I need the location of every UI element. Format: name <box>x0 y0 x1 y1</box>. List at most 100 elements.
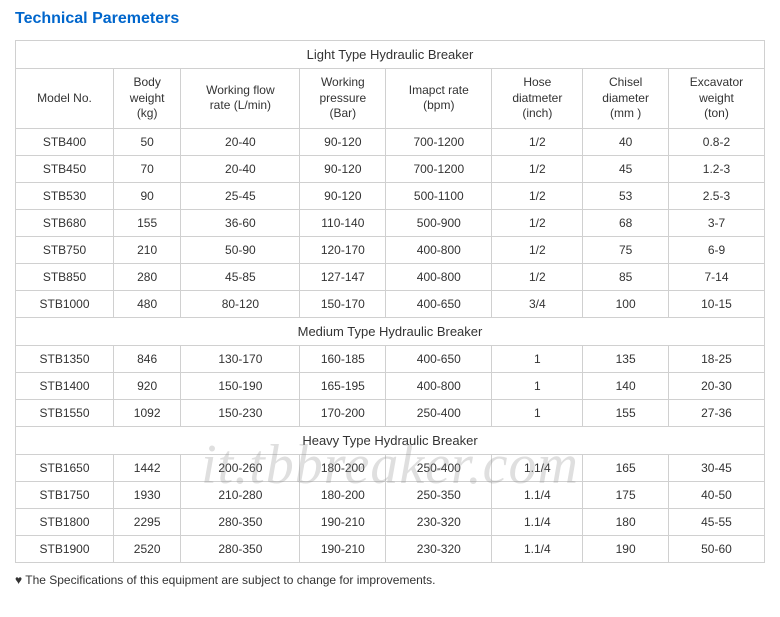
table-cell: 155 <box>583 399 669 426</box>
table-row: STB16501442200-260180-200250-4001.1/4165… <box>16 454 765 481</box>
table-cell: 180-200 <box>300 481 386 508</box>
table-cell: 1092 <box>114 399 181 426</box>
table-cell: 700-1200 <box>386 128 492 155</box>
table-cell: 40 <box>583 128 669 155</box>
table-cell: 70 <box>114 155 181 182</box>
table-cell: 30-45 <box>668 454 764 481</box>
table-cell: 400-650 <box>386 290 492 317</box>
table-cell: 190 <box>583 535 669 562</box>
section-header-row: Medium Type Hydraulic Breaker <box>16 317 765 345</box>
column-header: Chiseldiameter(mm ) <box>583 69 669 129</box>
table-cell: 90-120 <box>300 155 386 182</box>
table-cell: STB530 <box>16 182 114 209</box>
table-cell: 2.5-3 <box>668 182 764 209</box>
table-cell: 68 <box>583 209 669 236</box>
table-cell: 75 <box>583 236 669 263</box>
column-header: Excavatorweight(ton) <box>668 69 764 129</box>
page-title: Technical Paremeters <box>15 10 765 28</box>
table-cell: STB400 <box>16 128 114 155</box>
column-header: Imapct rate(bpm) <box>386 69 492 129</box>
table-cell: 1/2 <box>492 155 583 182</box>
table-cell: STB680 <box>16 209 114 236</box>
column-header: Hosediatmeter(inch) <box>492 69 583 129</box>
table-row: STB4005020-4090-120700-12001/2400.8-2 <box>16 128 765 155</box>
table-cell: 846 <box>114 345 181 372</box>
table-cell: 45 <box>583 155 669 182</box>
table-cell: 1.2-3 <box>668 155 764 182</box>
table-row: STB15501092150-230170-200250-400115527-3… <box>16 399 765 426</box>
table-cell: 50-90 <box>181 236 300 263</box>
table-cell: 10-15 <box>668 290 764 317</box>
table-row: STB1350846130-170160-185400-650113518-25 <box>16 345 765 372</box>
table-cell: 165 <box>583 454 669 481</box>
table-cell: 190-210 <box>300 508 386 535</box>
table-cell: 6-9 <box>668 236 764 263</box>
table-cell: 400-800 <box>386 236 492 263</box>
table-cell: 250-350 <box>386 481 492 508</box>
table-cell: 85 <box>583 263 669 290</box>
table-cell: 1.1/4 <box>492 535 583 562</box>
table-cell: 1/2 <box>492 263 583 290</box>
table-cell: 250-400 <box>386 399 492 426</box>
table-cell: 20-40 <box>181 155 300 182</box>
table-cell: 920 <box>114 372 181 399</box>
table-row: STB19002520280-350190-210230-3201.1/4190… <box>16 535 765 562</box>
column-header-row: Model No.Bodyweight(kg)Working flowrate … <box>16 69 765 129</box>
table-cell: STB450 <box>16 155 114 182</box>
table-cell: 3-7 <box>668 209 764 236</box>
table-cell: 50-60 <box>668 535 764 562</box>
table-cell: 80-120 <box>181 290 300 317</box>
table-cell: 1/2 <box>492 128 583 155</box>
table-row: STB18002295280-350190-210230-3201.1/4180… <box>16 508 765 535</box>
table-cell: 90 <box>114 182 181 209</box>
table-cell: 1/2 <box>492 182 583 209</box>
table-cell: 1 <box>492 372 583 399</box>
table-cell: 400-800 <box>386 263 492 290</box>
table-cell: 140 <box>583 372 669 399</box>
table-cell: 1442 <box>114 454 181 481</box>
column-header: Workingpressure(Bar) <box>300 69 386 129</box>
table-row: STB17501930210-280180-200250-3501.1/4175… <box>16 481 765 508</box>
table-row: STB5309025-4590-120500-11001/2532.5-3 <box>16 182 765 209</box>
table-cell: STB1400 <box>16 372 114 399</box>
table-cell: 280-350 <box>181 508 300 535</box>
column-header: Model No. <box>16 69 114 129</box>
table-cell: 700-1200 <box>386 155 492 182</box>
table-cell: 280 <box>114 263 181 290</box>
table-cell: 53 <box>583 182 669 209</box>
table-cell: STB1550 <box>16 399 114 426</box>
table-cell: STB1000 <box>16 290 114 317</box>
table-row: STB75021050-90120-170400-8001/2756-9 <box>16 236 765 263</box>
table-cell: 165-195 <box>300 372 386 399</box>
table-cell: 110-140 <box>300 209 386 236</box>
table-cell: 160-185 <box>300 345 386 372</box>
section-header-row: Heavy Type Hydraulic Breaker <box>16 426 765 454</box>
section-header-cell: Medium Type Hydraulic Breaker <box>16 317 765 345</box>
table-row: STB100048080-120150-170400-6503/410010-1… <box>16 290 765 317</box>
table-cell: STB850 <box>16 263 114 290</box>
table-cell: 1/2 <box>492 236 583 263</box>
table-cell: 150-170 <box>300 290 386 317</box>
table-cell: 2295 <box>114 508 181 535</box>
table-cell: 190-210 <box>300 535 386 562</box>
table-row: STB85028045-85127-147400-8001/2857-14 <box>16 263 765 290</box>
table-cell: 180-200 <box>300 454 386 481</box>
table-cell: 400-650 <box>386 345 492 372</box>
table-cell: 1930 <box>114 481 181 508</box>
table-cell: STB750 <box>16 236 114 263</box>
table-cell: 127-147 <box>300 263 386 290</box>
table-cell: 170-200 <box>300 399 386 426</box>
table-cell: 18-25 <box>668 345 764 372</box>
table-cell: 20-30 <box>668 372 764 399</box>
table-cell: 230-320 <box>386 535 492 562</box>
table-cell: 1 <box>492 399 583 426</box>
table-cell: 100 <box>583 290 669 317</box>
table-cell: STB1800 <box>16 508 114 535</box>
table-cell: 25-45 <box>181 182 300 209</box>
table-cell: STB1750 <box>16 481 114 508</box>
table-cell: 135 <box>583 345 669 372</box>
table-cell: 1.1/4 <box>492 508 583 535</box>
table-cell: 90-120 <box>300 182 386 209</box>
table-cell: 45-85 <box>181 263 300 290</box>
table-cell: 250-400 <box>386 454 492 481</box>
